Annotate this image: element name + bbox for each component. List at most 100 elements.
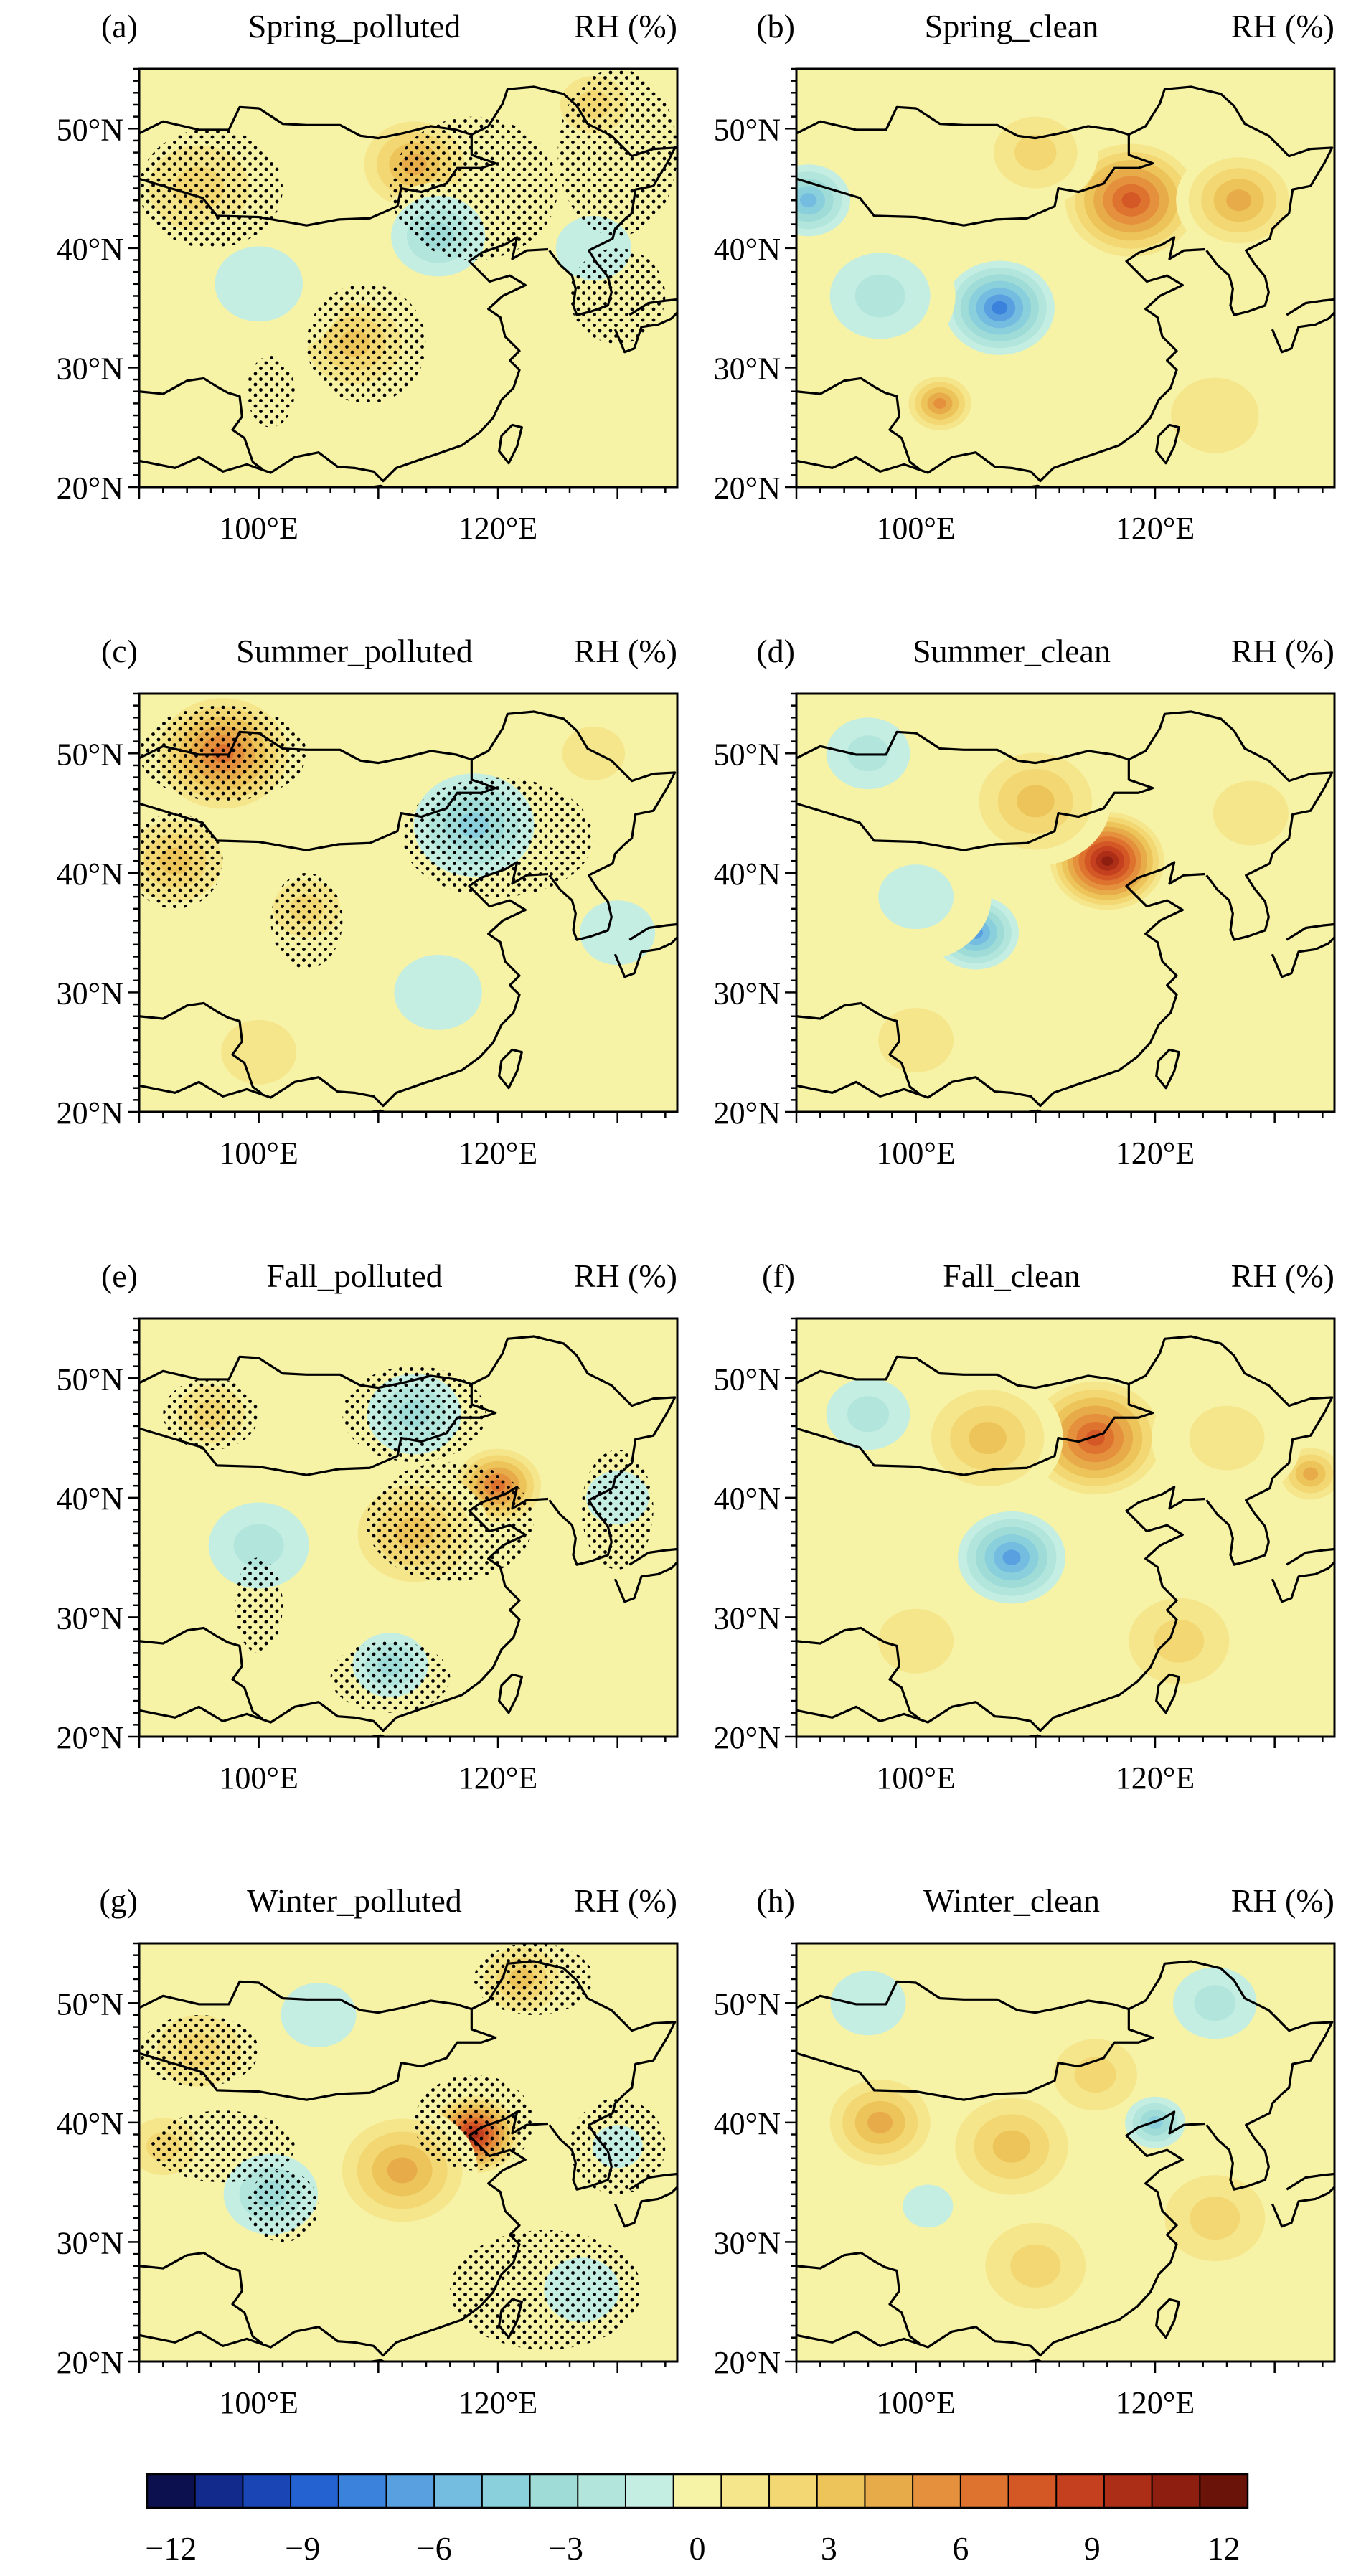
colorbar-segment [960,2474,1009,2508]
colorbar-tick-label: 0 [689,2530,706,2567]
x-tick-label: 100°E [219,2385,298,2420]
anomaly-blob [469,340,646,487]
map-panels: (a) Spring_polluted RH (%) 50°N 40°N 30°N 20°N… [57,8,1336,2420]
colorbar-segment [243,2474,291,2508]
significance-stipple [306,283,426,404]
panel-winter_clean: (h) Winter_clean RH (%) 50°N 40°N 30°N 20°N 100… [714,1882,1336,2420]
map-frame [795,67,1336,489]
anomaly-blob [183,1481,334,1610]
anomaly-blob [912,1373,1063,1503]
colorbar-tick-label: −12 [145,2530,197,2567]
anomaly-blob [817,2068,943,2176]
panel-variable-label: RH (%) [1231,1258,1334,1294]
anomaly-blob [1103,1576,1255,1706]
coastlines [796,85,1334,487]
panel-fall_clean: (f) Fall_clean RH (%) 50°N 40°N 30°N 20°N 100°E… [714,1258,1336,1796]
colorbar-segment [865,2474,913,2508]
y-tick-label: 20°N [714,2345,781,2380]
colorbar-segment [913,2474,961,2508]
panel-title: Summer_clean [913,633,1111,669]
significance-stipple [402,777,594,897]
anomaly-field [796,69,1334,487]
panel-title: Spring_clean [925,8,1099,44]
x-tick-label: 120°E [1116,1760,1195,1796]
x-tick-label: 100°E [876,1760,955,1796]
significance-stipple [330,1641,451,1713]
anomaly-blob [840,1576,992,1706]
colorbar-segment [338,2474,387,2508]
y-tick-label: 30°N [57,351,123,386]
panel-summer_polluted: (c) Summer_polluted RH (%) 50°N 40°N 30°N 20°N… [57,633,679,1171]
panel-title: Spring_polluted [248,8,461,44]
anomaly-blob [972,98,1098,207]
anomaly-field [139,1318,677,1737]
axis-ticks [785,1942,1324,2373]
colorbar-tick-label: 9 [1084,2530,1101,2567]
map-frame [138,1942,679,2363]
coastlines [139,85,677,487]
colorbar-segment [386,2474,435,2508]
coastlines [139,710,677,1112]
map-frame [138,692,679,1113]
anomaly-field [139,1943,677,2362]
panel-summer_clean: (d) Summer_clean RH (%) 50°N 40°N 30°N 20°N 100… [714,633,1336,1171]
y-tick-label: 50°N [57,1986,123,2021]
panel-tag: (c) [101,633,138,669]
colorbar-tick-label: 6 [952,2530,969,2567]
colorbar-frame [146,2473,1249,2509]
significance-stipple [342,1366,486,1462]
x-tick-label: 120°E [458,511,537,546]
y-tick-label: 40°N [57,1481,123,1516]
anomaly-blob [1176,146,1302,255]
y-tick-label: 50°N [57,112,123,147]
axis-ticks [785,692,1324,1123]
panel-spring_polluted: (a) Spring_polluted RH (%) 50°N 40°N 30°N 20°N… [57,8,679,546]
significance-stipple [581,1450,654,1570]
y-tick-label: 20°N [714,1095,781,1131]
panel-fall_polluted: (e) Fall_polluted RH (%) 50°N 40°N 30°N 20°N 10… [57,1258,679,1796]
panel-title: Fall_clean [943,1258,1080,1294]
colorbar-segment [291,2474,339,2508]
significance-stipple [474,1943,594,2015]
panel-variable-label: RH (%) [574,1882,677,1919]
y-tick-label: 40°N [714,2106,781,2141]
significance-stipple [247,355,295,428]
x-tick-label: 120°E [458,2385,537,2420]
colorbar-segment [1152,2474,1200,2508]
anomaly-field [796,1318,1334,1737]
panel-tag: (e) [101,1258,138,1294]
significance-stipple [414,2075,535,2171]
anomaly-blob [1126,340,1303,487]
colorbar-segment [529,2474,578,2508]
anomaly-blob [902,371,978,436]
y-tick-label: 40°N [57,857,123,892]
panel-tag: (a) [101,8,138,44]
colorbar-separators [194,2474,1201,2508]
y-tick-label: 20°N [714,1720,781,1755]
y-tick-label: 30°N [57,976,123,1011]
y-tick-label: 20°N [57,1720,123,1755]
colorbar-segment [816,2474,865,2508]
y-tick-label: 30°N [714,351,781,386]
panel-tag: (d) [756,633,795,669]
significance-stipple [270,872,343,969]
panel-variable-label: RH (%) [574,8,677,44]
anomaly-blob [530,699,656,808]
x-tick-label: 100°E [219,1760,298,1796]
y-tick-label: 50°N [714,1362,781,1397]
panel-tag: (g) [99,1882,138,1919]
significance-stipple [450,2230,641,2350]
y-tick-label: 30°N [57,1600,123,1636]
anomaly-blob [936,2082,1087,2212]
colorbar-segment [1103,2474,1153,2508]
y-tick-label: 20°N [57,471,123,506]
anomaly-blob [183,987,334,1112]
coastlines [139,1960,677,2362]
colorbar: −12 −9 −6 −3 0 3 6 9 12 [145,2473,1249,2567]
anomaly-blob [936,254,1063,362]
panel-tag: (f) [762,1258,795,1294]
panel-variable-label: RH (%) [1231,633,1334,669]
axis-ticks [785,67,1324,499]
anomaly-field [139,69,677,487]
axis-ticks [128,67,667,499]
